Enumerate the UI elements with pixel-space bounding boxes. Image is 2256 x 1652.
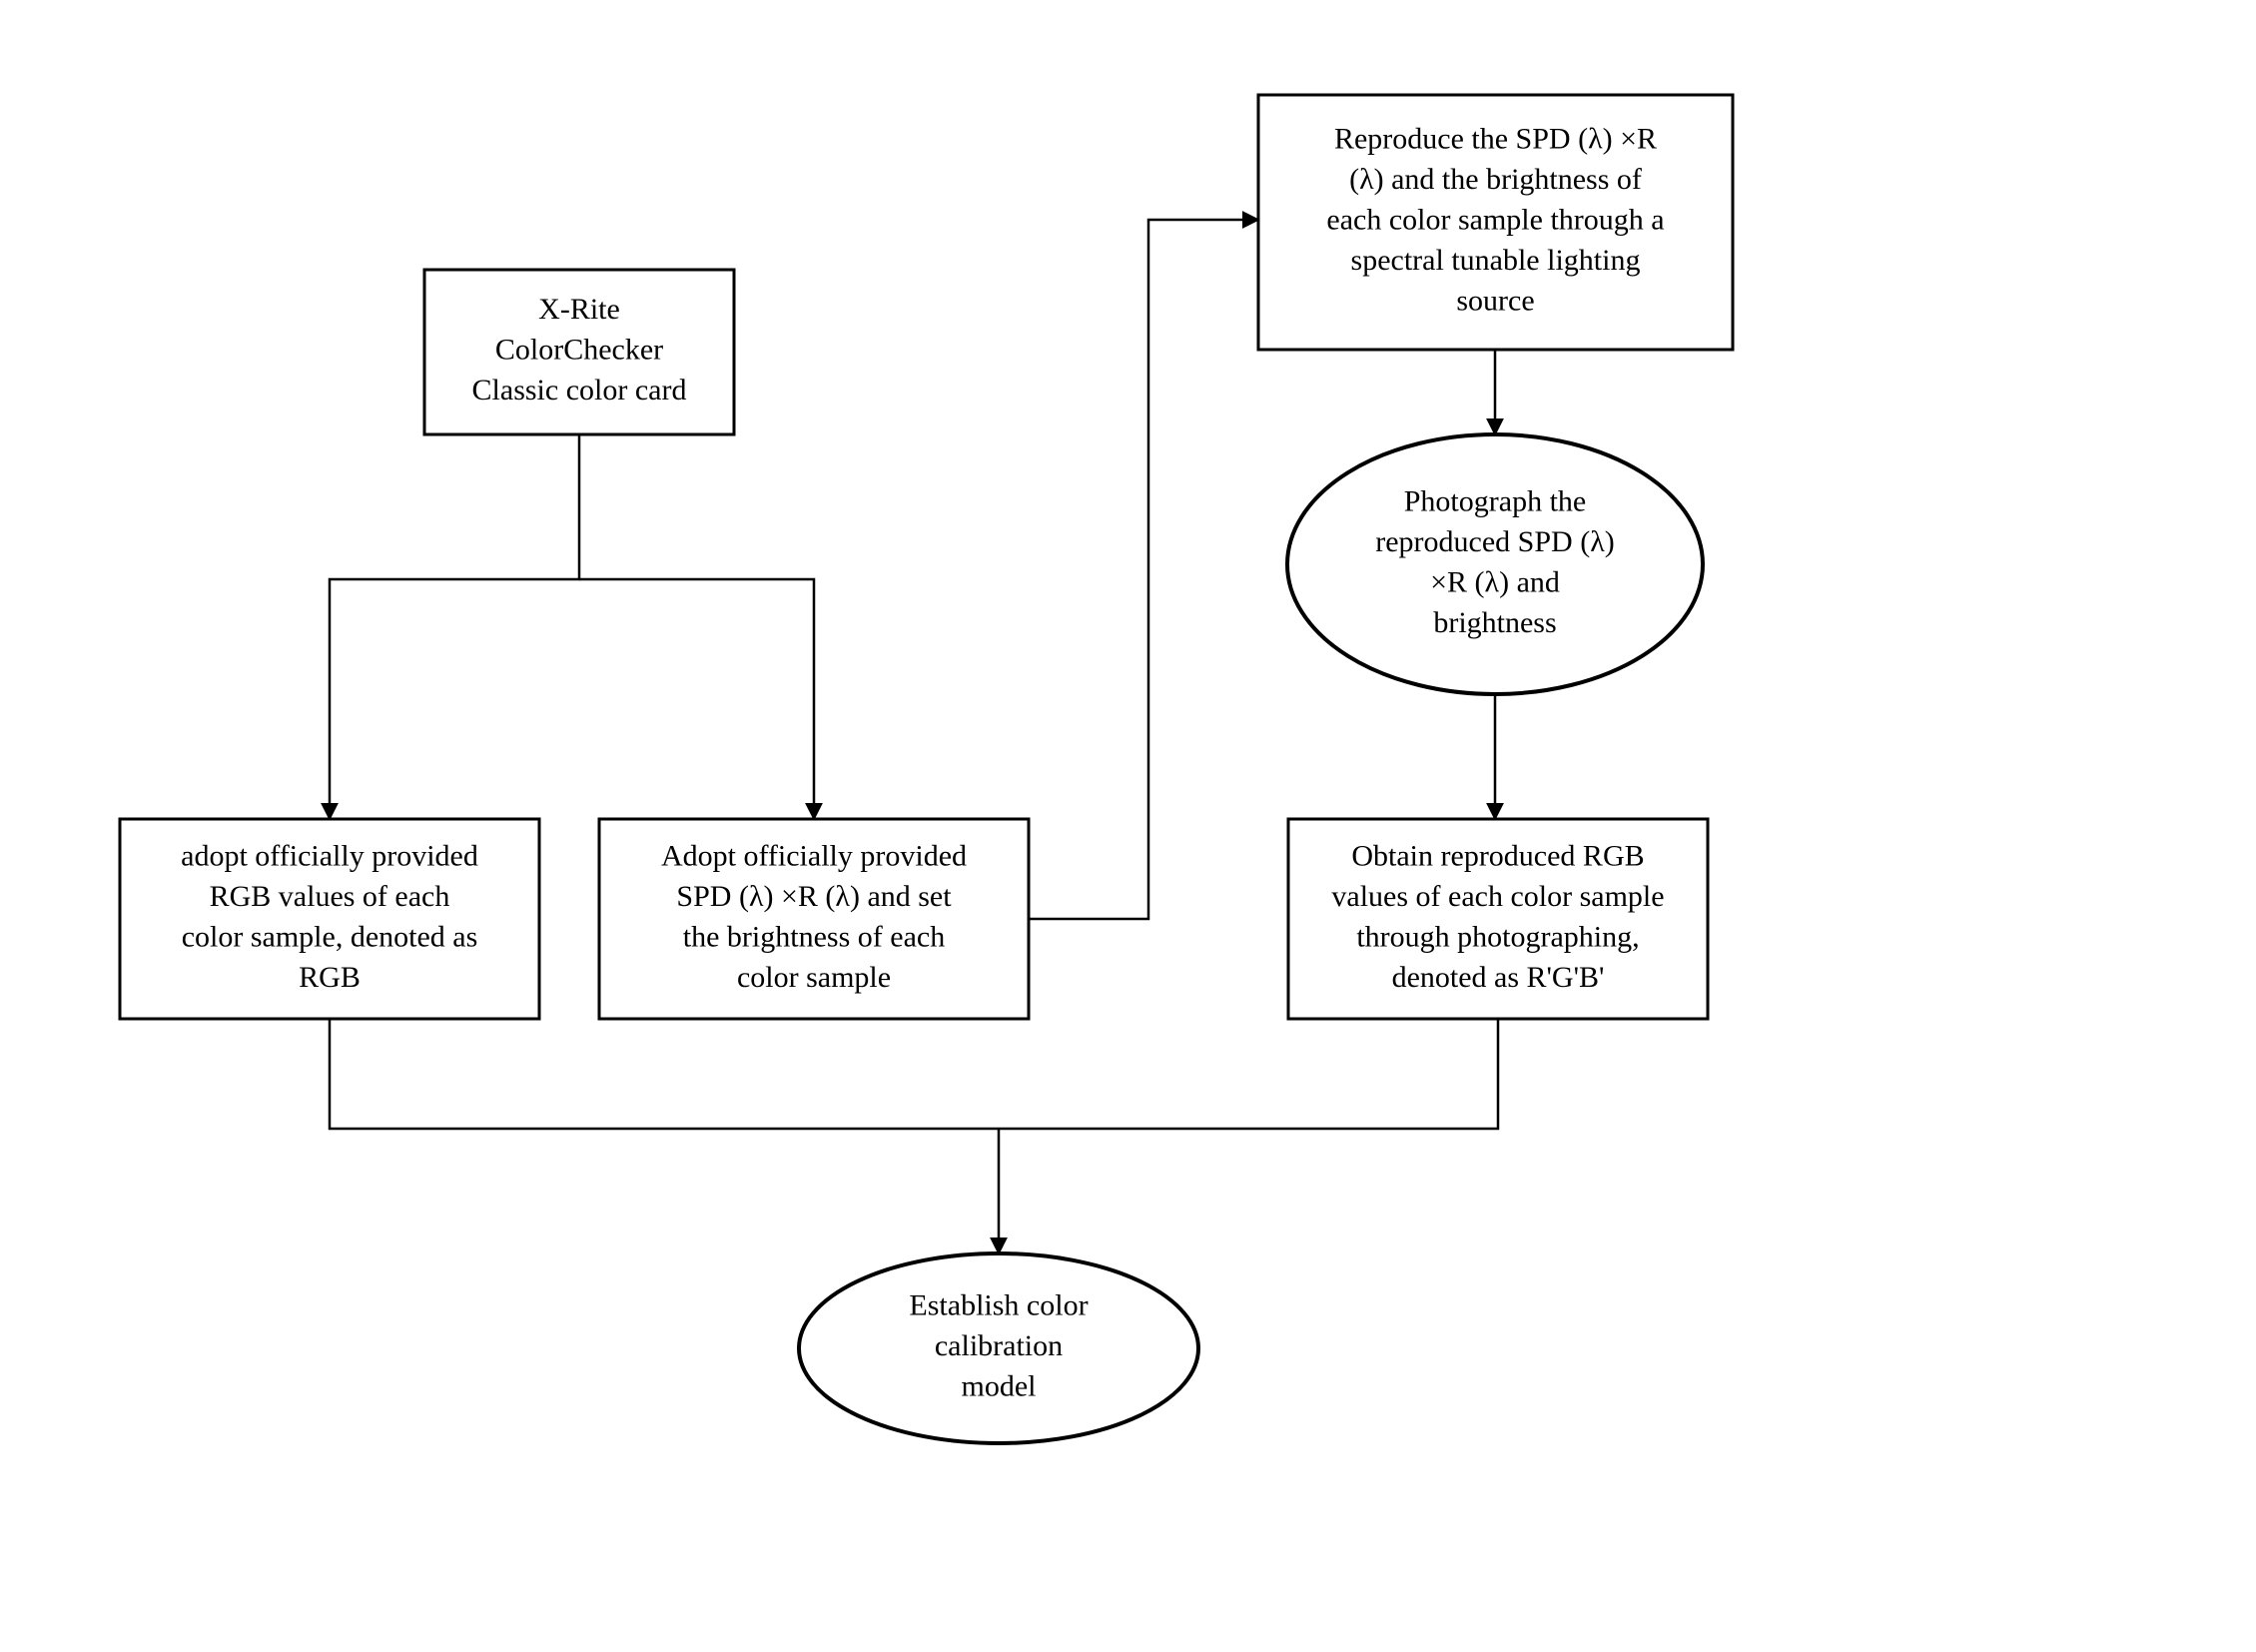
node-n4: Reproduce the SPD (λ) ×R(λ) and the brig… [1258,95,1733,350]
nodes-layer: X-RiteColorCheckerClassic color card adop… [120,95,1733,1443]
node-n1: X-RiteColorCheckerClassic color card [424,270,734,434]
node-n5-ellipse [1287,434,1703,694]
edge-e1 [330,434,579,819]
edge-e2 [579,579,814,819]
node-n7: Establish colorcalibrationmodel [799,1253,1198,1443]
edge-e3 [1029,220,1258,919]
node-n3: Adopt officially providedSPD (λ) ×R (λ) … [599,819,1029,1019]
node-n5: Photograph thereproduced SPD (λ)×R (λ) a… [1287,434,1703,694]
edge-e6 [330,1019,999,1129]
flowchart-diagram: X-RiteColorCheckerClassic color card adop… [0,0,2256,1652]
node-n6: Obtain reproduced RGBvalues of each colo… [1288,819,1708,1019]
edge-e7 [999,1019,1498,1129]
node-n2: adopt officially providedRGB values of e… [120,819,539,1019]
